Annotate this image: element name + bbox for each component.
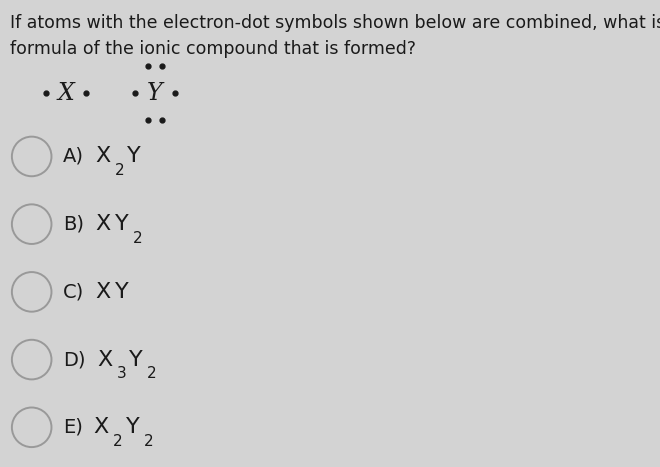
Text: Y: Y [125, 417, 139, 437]
Text: 2: 2 [143, 434, 153, 449]
Text: X: X [95, 147, 110, 166]
Text: B): B) [63, 215, 84, 234]
Text: Y: Y [115, 214, 129, 234]
Text: 2: 2 [147, 366, 156, 381]
Text: A): A) [63, 147, 84, 166]
Text: C): C) [63, 283, 84, 301]
Text: 2: 2 [133, 231, 142, 246]
Text: Y: Y [147, 82, 163, 105]
Text: X: X [57, 82, 75, 105]
Text: 2: 2 [115, 163, 124, 178]
Text: X: X [96, 282, 111, 302]
Text: D): D) [63, 350, 85, 369]
Text: X: X [95, 214, 110, 234]
Text: X: X [97, 350, 112, 369]
Text: X: X [94, 417, 109, 437]
Text: If atoms with the electron-dot symbols shown below are combined, what is the: If atoms with the electron-dot symbols s… [10, 14, 660, 32]
Text: Y: Y [129, 350, 143, 369]
Text: 3: 3 [117, 366, 127, 381]
Text: Y: Y [115, 282, 129, 302]
Text: 2: 2 [114, 434, 123, 449]
Text: E): E) [63, 418, 82, 437]
Text: Y: Y [127, 147, 141, 166]
Text: formula of the ionic compound that is formed?: formula of the ionic compound that is fo… [10, 40, 416, 58]
